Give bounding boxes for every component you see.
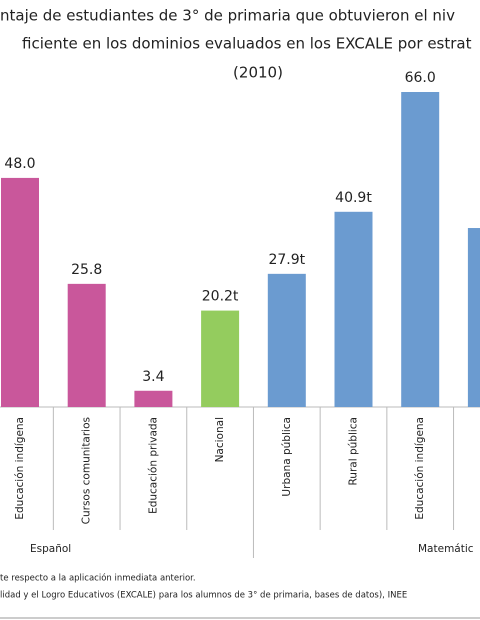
group-label: Español (30, 543, 71, 555)
chart-title: ficiente en los dominios evaluados en lo… (22, 35, 472, 53)
bar (134, 390, 173, 407)
bar (401, 92, 440, 407)
bar (267, 273, 306, 407)
bar (67, 283, 106, 407)
group-label: Matemátic (418, 543, 474, 555)
footnote: te respecto a la aplicación inmediata an… (0, 573, 196, 584)
x-tick-label: Rural pública (348, 417, 360, 486)
value-label: 48.0 (4, 156, 35, 172)
bar (201, 310, 240, 407)
bar (1, 177, 39, 407)
value-label: 66.0 (405, 70, 436, 86)
value-label: 27.9t (268, 252, 305, 268)
x-tick-label: Educación privada (147, 417, 159, 514)
value-label: 3.4 (142, 369, 164, 385)
bar (467, 228, 480, 407)
x-tick-label: Cursos comunitarios (81, 417, 93, 524)
chart-title: (2010) (233, 64, 283, 82)
x-tick-label: Educación indígena (14, 417, 26, 520)
value-label: 25.8 (71, 262, 102, 278)
value-label: 20.2t (202, 289, 239, 305)
footnote: lidad y el Logro Educativos (EXCALE) par… (0, 591, 407, 601)
x-tick-label: Nacional (214, 417, 226, 462)
x-tick-label: Educación indígena (414, 417, 426, 520)
value-label: 40.9t (335, 190, 372, 206)
x-tick-label: Urbana pública (281, 417, 293, 497)
chart-title: ntaje de estudiantes de 3° de primaria q… (0, 7, 455, 25)
bar (334, 211, 373, 407)
